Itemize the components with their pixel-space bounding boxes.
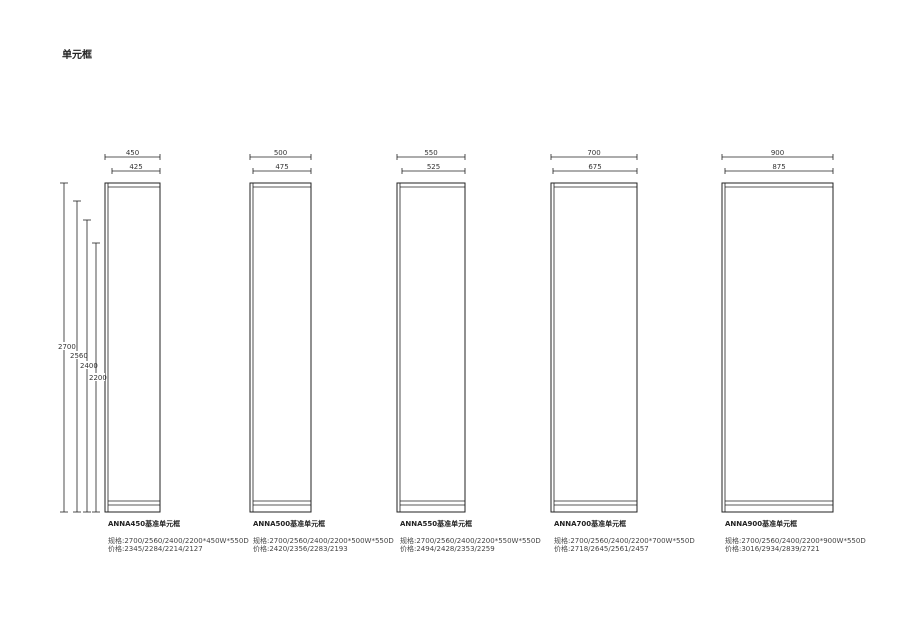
inner-width-dimension-label: 525 [427,163,440,171]
unit-spec: 规格:2700/2560/2400/2200*900W*550D [725,537,866,545]
frame-outline [721,182,834,513]
unit-spec: 规格:2700/2560/2400/2200*500W*550D [253,537,394,545]
unit-spec: 规格:2700/2560/2400/2200*700W*550D [554,537,695,545]
page-title: 单元框 [62,50,92,61]
inner-width-dimension-label: 425 [129,163,142,171]
unit-price: 价格:2718/2645/2561/2457 [554,545,649,553]
height-dimension-label: 2560 [70,352,88,360]
frame-outline [396,182,466,513]
frame-outline [550,182,638,513]
unit-price: 价格:3016/2934/2839/2721 [725,545,820,553]
unit-price: 价格:2494/2428/2353/2259 [400,545,495,553]
unit-name: ANNA500基准单元框 [253,520,326,528]
height-dimension-label: 2200 [89,374,107,382]
width-dimension-label: 500 [274,149,287,157]
height-label-bg [57,342,74,350]
unit-name: ANNA900基准单元框 [725,520,798,528]
height-label-bg [79,361,96,369]
width-dimension-label: 450 [126,149,139,157]
unit-spec: 规格:2700/2560/2400/2200*550W*550D [400,537,541,545]
width-dimension-label: 900 [771,149,784,157]
unit-name: ANNA450基准单元框 [108,520,181,528]
frame-outline [104,182,161,513]
height-dimension-label: 2400 [80,362,98,370]
width-dimension-label: 550 [424,149,437,157]
unit-price: 价格:2420/2356/2283/2193 [253,545,348,553]
width-dimension-label: 700 [587,149,600,157]
unit-spec-price: 规格:2700/2560/2400/2200*700W*550D 价格:2718/… [554,537,695,553]
unit-name: ANNA700基准单元框 [554,520,627,528]
inner-width-dimension-label: 875 [772,163,785,171]
inner-width-dimension-label: 475 [275,163,288,171]
inner-width-dimension-label: 675 [588,163,601,171]
height-label-bg [88,373,105,381]
unit-spec-price: 规格:2700/2560/2400/2200*450W*550D 价格:2345/… [108,537,249,553]
height-label-bg [69,351,86,359]
unit-spec: 规格:2700/2560/2400/2200*450W*550D [108,537,249,545]
unit-spec-price: 规格:2700/2560/2400/2200*500W*550D 价格:2420/… [253,537,394,553]
unit-spec-price: 规格:2700/2560/2400/2200*900W*550D 价格:3016/… [725,537,866,553]
height-dimension-label: 2700 [58,343,76,351]
unit-price: 价格:2345/2284/2214/2127 [108,545,203,553]
frame-outline [249,182,312,513]
unit-spec-price: 规格:2700/2560/2400/2200*550W*550D 价格:2494/… [400,537,541,553]
unit-name: ANNA550基准单元框 [400,520,473,528]
